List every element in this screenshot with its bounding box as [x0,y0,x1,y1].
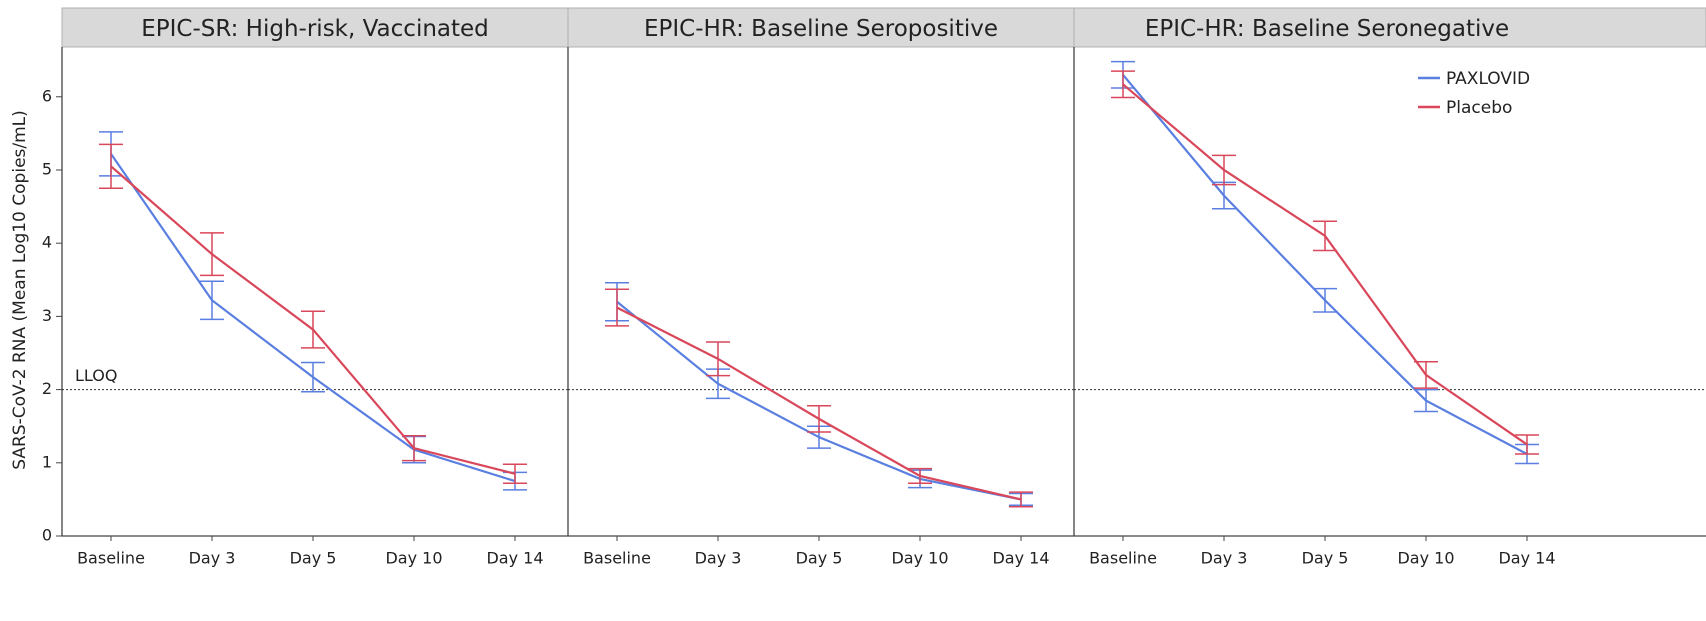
y-axis-label: SARS-CoV-2 RNA (Mean Log10 Copies/mL) [10,110,30,470]
line [616,306,1022,501]
error-bar [402,434,426,462]
error-bar [908,467,932,485]
panel-strip [61,7,569,48]
y-tick-label: 3 [42,306,52,325]
line [1122,83,1528,446]
x-tick-label: Day 3 [1201,549,1248,568]
error-bar [1212,154,1236,186]
x-tick-label: Baseline [77,549,145,568]
y-tick-label: 4 [42,233,52,252]
error-bar [706,341,730,377]
series [1111,70,1539,455]
legend-label: PAXLOVID [1446,69,1530,89]
x-tick-label: Day 5 [1302,549,1349,568]
x-tick-label: Day 10 [891,549,948,568]
error-bar [1111,70,1135,99]
series [1111,60,1539,465]
error-bar [1515,434,1539,455]
panel-title: EPIC-HR: Baseline Seronegative [1145,16,1509,42]
error-bar [301,310,325,349]
x-tick-label: Day 14 [486,549,543,568]
x-tick-label: Day 3 [189,549,236,568]
panel-title: EPIC-SR: High-risk, Vaccinated [141,16,489,42]
error-bar [200,280,224,321]
x-tick-label: Day 14 [1498,549,1555,568]
panel-title: EPIC-HR: Baseline Seropositive [644,16,998,42]
panel-strip [567,7,1075,48]
error-bar [200,232,224,277]
y-tick-label: 2 [42,379,52,398]
error-bar [1414,361,1438,389]
error-bar [99,143,123,190]
y-tick-label: 1 [42,452,52,471]
x-tick-label: Baseline [583,549,651,568]
series [605,288,1033,508]
y-tick-label: 0 [42,526,52,545]
series [605,281,1033,507]
x-tick-label: Day 5 [796,549,843,568]
series [99,143,527,485]
x-tick-label: Day 3 [695,549,742,568]
panel-strip [1073,7,1706,48]
x-tick-label: Day 5 [290,549,337,568]
y-tick-label: 6 [42,86,52,105]
error-bar [605,288,629,327]
error-bar [301,361,325,393]
legend-label: Placebo [1446,98,1512,118]
y-tick-label: 5 [42,159,52,178]
error-bar [1009,491,1033,508]
x-tick-label: Day 10 [385,549,442,568]
error-bar [1414,388,1438,413]
x-tick-label: Baseline [1089,549,1157,568]
error-bar [807,404,831,433]
x-tick-label: Day 14 [992,549,1049,568]
error-bar [1313,287,1337,313]
reference-label: LLOQ [75,366,117,385]
line [1122,74,1528,455]
error-bar [1313,220,1337,252]
error-bar [503,463,527,485]
line [616,300,1022,501]
x-tick-label: Day 10 [1397,549,1454,568]
